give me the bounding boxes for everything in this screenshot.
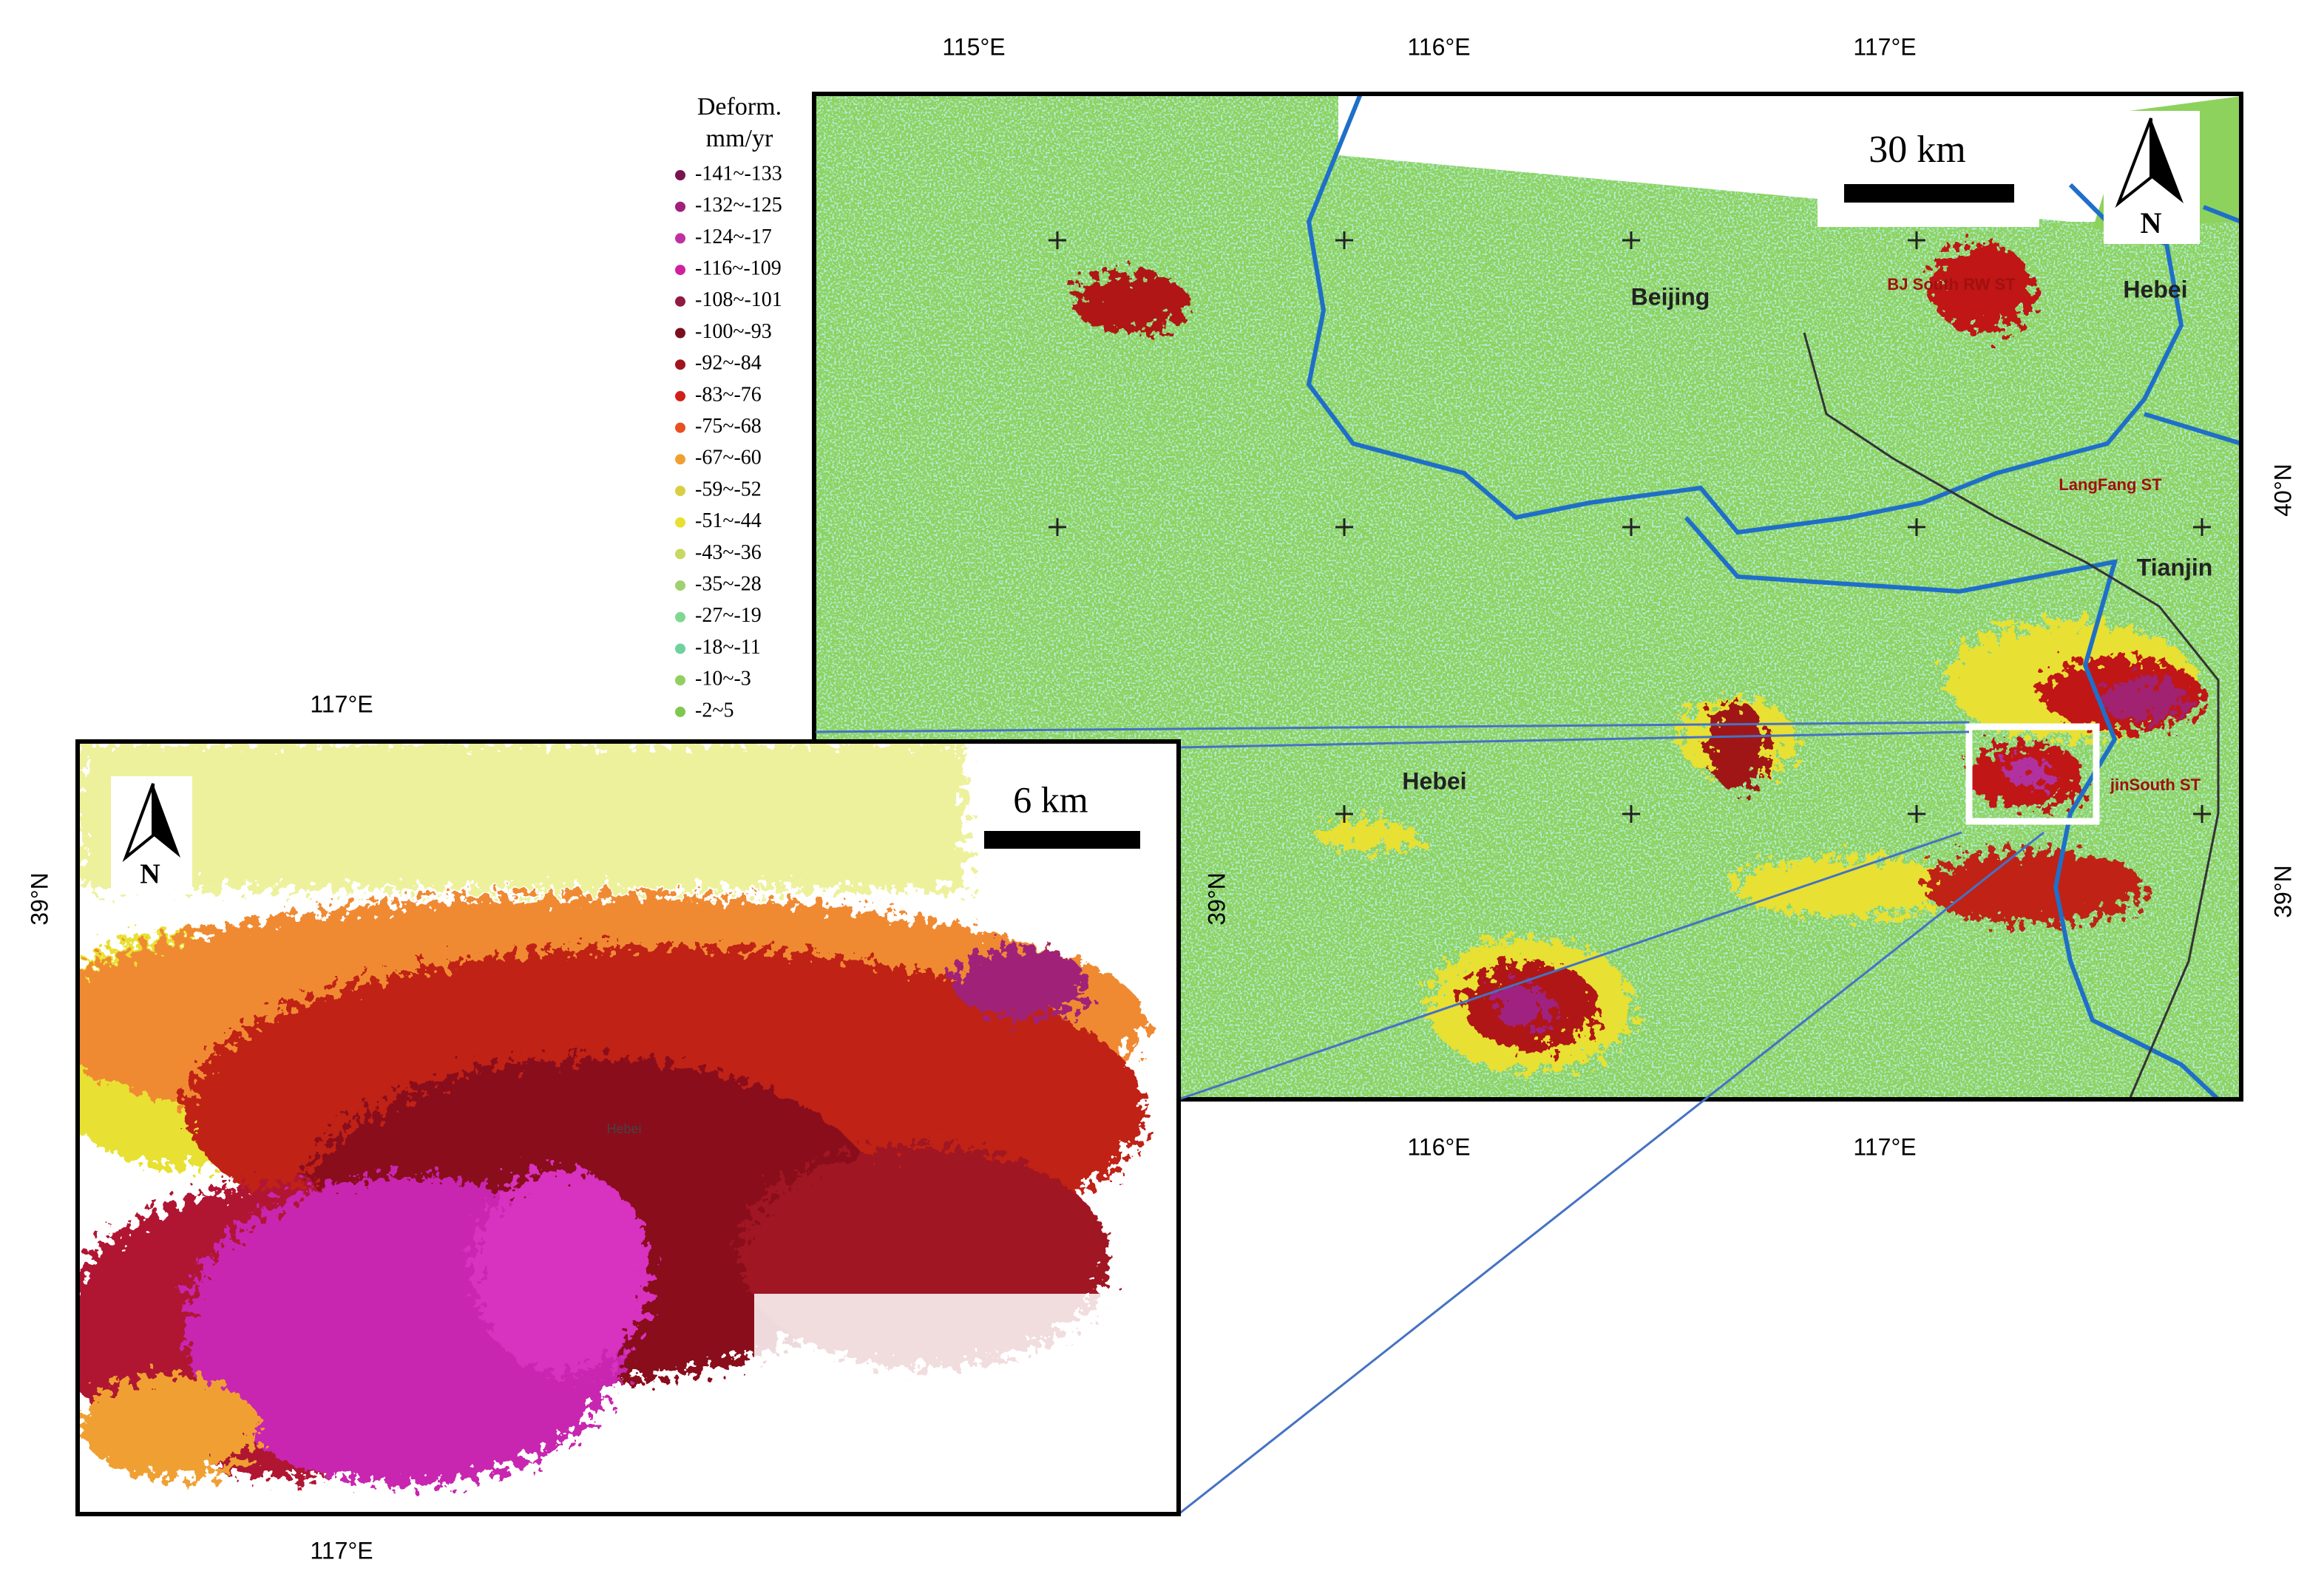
- boundary: [1306, 94, 2241, 1099]
- inset-blank: [754, 1294, 1179, 1514]
- legend-swatch: [675, 611, 685, 622]
- x-tick-label: 116°E: [1407, 33, 1470, 60]
- legend-label: -67~-60: [695, 447, 762, 469]
- legend-swatch: [675, 517, 685, 528]
- legend-label: -75~-68: [695, 415, 762, 438]
- scale-bar: [984, 831, 1140, 849]
- station-label: jinSouth ST: [2110, 776, 2201, 794]
- subsidence: [78, 742, 1146, 1486]
- legend-label: -116~-109: [695, 257, 782, 280]
- legend-label: -43~-36: [695, 541, 762, 564]
- legend-swatch: [675, 328, 685, 339]
- legend-swatch: [675, 549, 685, 560]
- legend-swatch: [675, 359, 685, 370]
- legend-swatch: [675, 201, 685, 212]
- legend-swatch: [675, 265, 685, 276]
- legend-label: -35~-28: [695, 573, 762, 596]
- legend-label: -83~-76: [695, 383, 762, 406]
- y-tick-label: 39°N: [2269, 865, 2296, 918]
- x-tick-label: 117°E: [1853, 1133, 1916, 1160]
- main-frame: [812, 92, 2243, 1102]
- legend-label: -18~-11: [695, 636, 761, 659]
- subsidence: [1072, 244, 2203, 1072]
- place-label: Beijing: [1631, 283, 1710, 310]
- legend-label: -51~-44: [695, 509, 762, 532]
- legend-swatch: [675, 454, 685, 465]
- scale-label: 30 km: [1869, 129, 1965, 171]
- x-tick-label: 117°E: [310, 690, 373, 717]
- legend-swatch: [675, 675, 685, 686]
- legend-swatch: [675, 170, 685, 180]
- scale-background: [1817, 94, 2039, 227]
- legend-label: -2~5: [695, 699, 734, 722]
- station-label: BJ South RW ST: [1887, 275, 2016, 293]
- legend-label: -124~-17: [695, 225, 772, 248]
- legend-label: -92~-84: [695, 352, 762, 375]
- place-label: Hebei: [1402, 767, 1466, 794]
- railway: [1803, 332, 2220, 1099]
- station-label: LangFang ST: [2059, 475, 2162, 494]
- inset-map: [78, 742, 1179, 1514]
- legend-label: -27~-19: [695, 604, 762, 627]
- y-tick-label: 40°N: [2269, 464, 2296, 517]
- place-label: Hebei: [606, 1122, 641, 1136]
- legend-swatch: [675, 233, 685, 244]
- x-tick-label: 115°E: [942, 33, 1005, 60]
- legend-swatch: [675, 486, 685, 496]
- inset-frame: [75, 739, 1181, 1516]
- legend-label: -10~-3: [695, 668, 751, 690]
- connector: [815, 721, 2044, 1516]
- y-tick-label: 39°N: [1203, 872, 1230, 926]
- place-label: Tianjin: [2137, 554, 2213, 580]
- x-tick-label: 117°E: [310, 1537, 373, 1564]
- scale-label: 6 km: [1013, 778, 1088, 820]
- scale-bar: [1844, 184, 2014, 203]
- legend-label: -108~-101: [695, 288, 782, 311]
- legend-unit: mm/yr: [706, 125, 773, 152]
- legend-label: -141~-133: [695, 162, 782, 185]
- north-arrow: [153, 784, 180, 858]
- legend-swatch: [675, 706, 685, 717]
- place-label: Hebei: [2123, 276, 2187, 302]
- graticule: [1048, 231, 2211, 823]
- x-tick-label: 117°E: [1853, 33, 1916, 60]
- legend-swatch: [675, 390, 685, 401]
- north-label: N: [140, 859, 160, 890]
- north-label: N: [2141, 206, 2162, 240]
- legend-swatch: [675, 643, 685, 654]
- legend-label: -59~-52: [695, 478, 762, 501]
- zoom-box: [1965, 723, 2100, 825]
- legend-label: -132~-125: [695, 194, 782, 217]
- y-tick-label: 39°N: [26, 872, 52, 926]
- north-arrow: [2151, 118, 2184, 203]
- legend-swatch: [675, 580, 685, 591]
- legend-swatch: [675, 296, 685, 307]
- x-tick-label: 116°E: [1407, 1133, 1470, 1160]
- legend-title: Deform.: [697, 93, 782, 121]
- legend-swatch: [675, 422, 685, 433]
- legend-label: -100~-93: [695, 320, 772, 343]
